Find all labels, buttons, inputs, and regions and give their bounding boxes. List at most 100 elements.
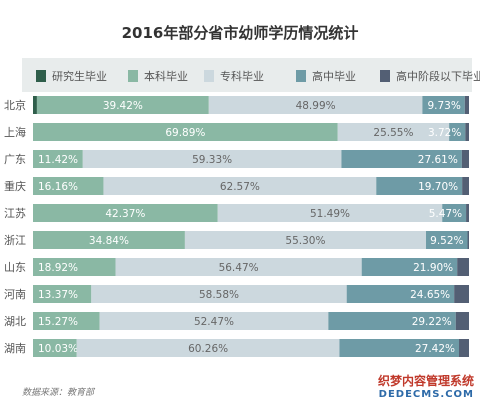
category-label: 山东 (4, 261, 26, 274)
bar-segment (33, 312, 100, 330)
bar-segment (33, 123, 338, 141)
bar-segment (467, 231, 469, 249)
data-label: 16.16% (38, 181, 78, 193)
category-label: 广东 (4, 153, 26, 166)
bar-segment (184, 231, 427, 249)
bar-segment (33, 258, 116, 276)
bar-segment (91, 285, 347, 303)
bar-segment (461, 150, 469, 168)
bar-segment (465, 123, 469, 141)
data-label: 34.84% (89, 235, 129, 247)
data-label: 19.70% (418, 181, 458, 193)
data-label: 42.37% (105, 208, 145, 220)
legend: 研究生毕业 本科毕业 专科毕业 高中毕业 高中阶段以下毕业 (22, 58, 480, 92)
bar-segment (328, 312, 456, 330)
bar-segment (33, 339, 77, 357)
legend-swatch (128, 69, 138, 82)
legend-swatch (380, 69, 390, 82)
data-label: 13.37% (38, 289, 78, 301)
bar-segment (459, 339, 469, 357)
data-label: 27.42% (415, 343, 455, 355)
data-label: 11.42% (38, 154, 78, 166)
legend-item: 高中毕业 (296, 69, 356, 83)
legend-label: 专科毕业 (220, 69, 264, 83)
data-label: 24.65% (410, 289, 450, 301)
data-label: 58.58% (199, 289, 239, 301)
legend-label: 研究生毕业 (52, 69, 107, 83)
bar-segment (462, 177, 469, 195)
bar-segment (466, 204, 469, 222)
category-label: 北京 (4, 98, 26, 112)
bar-segment (422, 96, 465, 114)
bar-segment (33, 96, 37, 114)
bar-segment (103, 177, 377, 195)
bar-segment (464, 96, 469, 114)
bar-segment (33, 204, 218, 222)
category-label: 湖南 (4, 342, 26, 355)
legend-swatch (204, 69, 214, 82)
data-label: 3.72% (428, 127, 461, 139)
data-label: 18.92% (38, 262, 78, 274)
bar-segment (36, 96, 209, 114)
category-label: 江苏 (4, 207, 26, 220)
legend-swatch (36, 69, 46, 82)
data-label: 48.99% (296, 100, 336, 112)
data-source-note: 数据来源：教育部 (22, 388, 95, 398)
category-label: 河南 (4, 288, 26, 301)
bar-segment (99, 312, 329, 330)
data-label: 15.27% (38, 316, 78, 328)
bar-segment (457, 258, 469, 276)
data-label: 9.52% (430, 235, 463, 247)
bar-segment (426, 231, 468, 249)
data-label: 25.55% (373, 127, 413, 139)
data-label: 59.33% (192, 154, 232, 166)
legend-item: 专科毕业 (204, 69, 264, 83)
bar-segment (76, 339, 340, 357)
data-label: 10.03% (38, 343, 78, 355)
bar-segment (337, 123, 450, 141)
bar-segment (455, 312, 469, 330)
data-label: 51.49% (310, 208, 350, 220)
data-label: 55.30% (285, 235, 325, 247)
bar-segment (339, 339, 460, 357)
bar-segment (33, 177, 104, 195)
legend-swatch (296, 69, 306, 82)
watermark-line2: DEDECMS.COM (378, 389, 474, 400)
legend-label: 高中毕业 (312, 69, 356, 83)
data-label: 62.57% (220, 181, 260, 193)
bar-segment (346, 285, 455, 303)
data-label: 9.73% (427, 100, 460, 112)
data-label: 69.89% (165, 127, 205, 139)
bar-segment (33, 231, 185, 249)
legend-item: 研究生毕业 (36, 69, 107, 83)
data-label: 60.26% (188, 343, 228, 355)
category-label: 上海 (4, 125, 26, 139)
data-label: 29.22% (412, 316, 452, 328)
bar-segment (33, 150, 83, 168)
watermark: 织梦内容管理系统 DEDECMS.COM (378, 372, 474, 400)
bar-segment (208, 96, 423, 114)
bar-segment (454, 285, 469, 303)
bar-segment (361, 258, 458, 276)
category-label: 浙江 (4, 234, 26, 247)
data-label: 27.61% (418, 154, 458, 166)
bar-segment (442, 204, 467, 222)
data-label: 5.47% (429, 208, 462, 220)
bar-segment (376, 177, 463, 195)
data-label: 39.42% (103, 100, 143, 112)
bar-segment (341, 150, 462, 168)
category-label: 重庆 (4, 179, 26, 193)
legend-item: 本科毕业 (128, 69, 188, 83)
bar-segment (449, 123, 466, 141)
bar-segment (115, 258, 362, 276)
bar-segment (82, 150, 342, 168)
data-label: 52.47% (194, 316, 234, 328)
watermark-line1: 织梦内容管理系统 (377, 374, 474, 388)
legend-label: 高中阶段以下毕业 (396, 69, 480, 83)
legend-label: 本科毕业 (144, 69, 188, 83)
category-label: 湖北 (4, 315, 26, 328)
bar-segment (217, 204, 443, 222)
data-label: 21.90% (413, 262, 453, 274)
legend-item: 高中阶段以下毕业 (380, 69, 480, 83)
